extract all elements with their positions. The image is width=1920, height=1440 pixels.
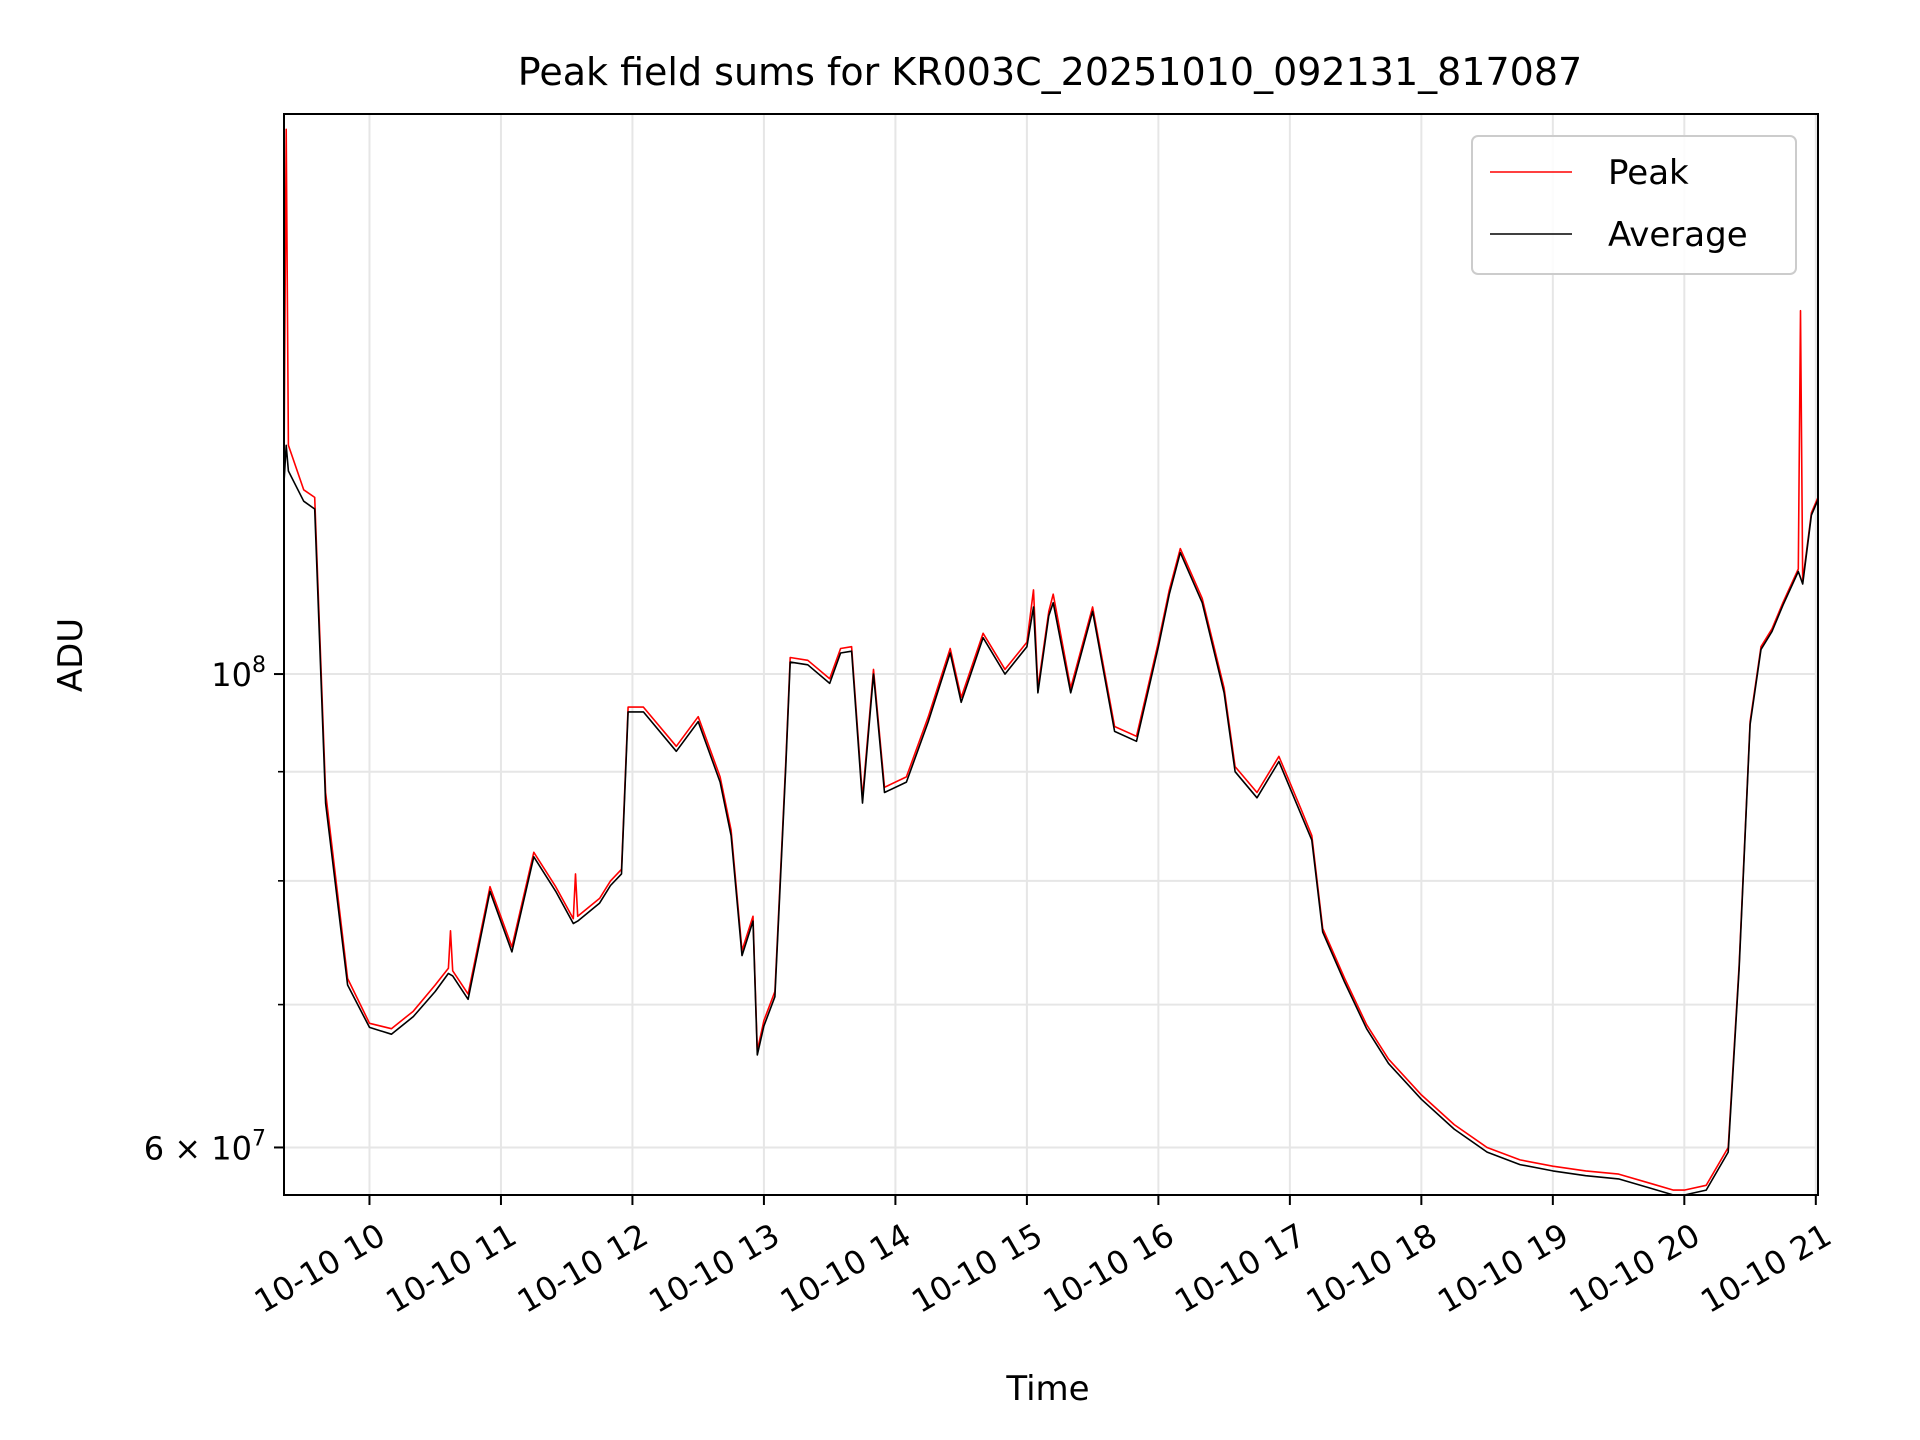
series-lines (283, 128, 1819, 1196)
series-line-average (283, 444, 1819, 1196)
legend-label-peak: Peak (1608, 153, 1689, 193)
y-tick-exponent: 7 (252, 1126, 266, 1151)
legend-label-average: Average (1608, 215, 1748, 255)
x-axis-label: Time (1005, 1369, 1089, 1409)
legend: Peak Average (1471, 135, 1797, 275)
y-tick-mantissa: 6 × (144, 1129, 212, 1167)
y-tick-label: 108 (211, 653, 266, 694)
plot-frame (283, 113, 1819, 1196)
y-tick-base: 10 (211, 1129, 252, 1167)
chart-title: Peak field sums for KR003C_20251010_0921… (518, 50, 1582, 94)
series-line-peak (283, 128, 1819, 1191)
y-tick-label: 6 × 107 (144, 1126, 266, 1167)
y-tick-base: 10 (211, 656, 252, 694)
grid (284, 114, 1818, 1195)
legend-box (1471, 135, 1797, 275)
y-tick-exponent: 8 (252, 653, 266, 678)
y-axis-label: ADU (51, 618, 91, 692)
